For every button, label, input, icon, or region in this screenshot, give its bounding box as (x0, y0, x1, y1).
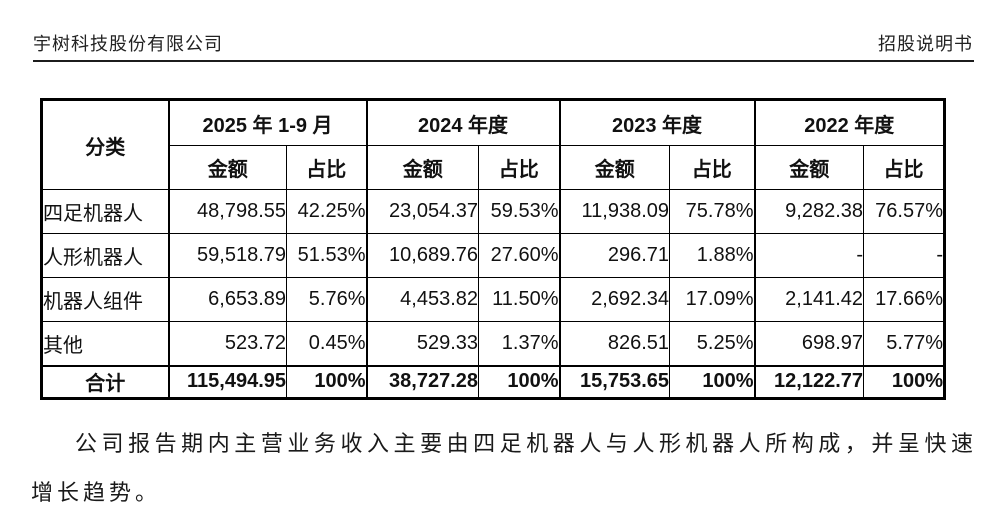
amount-header-cell: 金额 (365, 145, 480, 190)
amount-cell: 6,653.89 (167, 277, 287, 322)
ratio-cell: 17.09% (669, 277, 756, 322)
ratio-cell: 5.77% (863, 321, 946, 366)
ratio-cell: 1.37% (478, 321, 561, 366)
category-cell: 其他 (41, 321, 169, 366)
ratio-header-cell: 占比 (669, 145, 756, 190)
table-row-total: 合计 115,494.95 100% 38,727.28 100% 15,753… (41, 364, 946, 399)
table-row-quadruped: 四足机器人 48,798.55 42.25% 23,054.37 59.53% … (41, 189, 946, 234)
page-header: 宇树科技股份有限公司 招股说明书 (33, 30, 973, 56)
ratio-cell: 51.53% (285, 233, 368, 278)
ratio-cell: - (863, 233, 946, 278)
ratio-cell: 59.53% (478, 189, 561, 234)
ratio-cell: 75.78% (669, 189, 756, 234)
amount-cell: 4,453.82 (365, 277, 480, 322)
ratio-cell: 17.66% (863, 277, 946, 322)
period-header-2024: 2024 年度 (365, 99, 561, 146)
amount-cell: 2,692.34 (558, 277, 671, 322)
category-cell: 四足机器人 (41, 189, 169, 234)
ratio-header-cell: 占比 (285, 145, 368, 190)
ratio-cell: 5.25% (669, 321, 756, 366)
company-name: 宇树科技股份有限公司 (33, 34, 223, 54)
ratio-cell: 5.76% (285, 277, 368, 322)
ratio-cell: 11.50% (478, 277, 561, 322)
revenue-table: 分类 2025 年 1-9 月 2024 年度 2023 年度 2022 年度 … (40, 98, 947, 400)
ratio-header-cell: 占比 (863, 145, 946, 190)
table-header-subcolumns: 金额 占比 金额 占比 金额 占比 金额 占比 (42, 145, 946, 190)
amount-cell: 698.97 (753, 321, 865, 366)
table-header-periods: 分类 2025 年 1-9 月 2024 年度 2023 年度 2022 年度 (41, 99, 946, 190)
ratio-cell: 100% (669, 364, 756, 399)
amount-cell: 529.33 (365, 321, 480, 366)
ratio-cell: 76.57% (863, 189, 946, 234)
table-row-components: 机器人组件 6,653.89 5.76% 4,453.82 11.50% 2,6… (41, 277, 946, 322)
amount-cell: 12,122.77 (753, 364, 865, 399)
ratio-cell: 27.60% (478, 233, 561, 278)
header-divider (33, 60, 974, 62)
amount-cell: 59,518.79 (167, 233, 287, 278)
amount-cell: 15,753.65 (558, 364, 671, 399)
amount-cell: 296.71 (558, 233, 671, 278)
document-type-label: 招股说明书 (878, 34, 973, 54)
period-header-2023: 2023 年度 (558, 99, 756, 146)
amount-cell: 11,938.09 (558, 189, 671, 234)
ratio-cell: 1.88% (669, 233, 756, 278)
amount-cell: 2,141.42 (753, 277, 865, 322)
amount-cell: 10,689.76 (365, 233, 480, 278)
amount-cell: 9,282.38 (753, 189, 865, 234)
amount-cell: 115,494.95 (167, 364, 287, 399)
ratio-cell: 100% (285, 364, 368, 399)
category-cell: 人形机器人 (41, 233, 169, 278)
category-cell: 机器人组件 (41, 277, 169, 322)
revenue-table-container: 分类 2025 年 1-9 月 2024 年度 2023 年度 2022 年度 … (40, 98, 947, 400)
ratio-header-cell: 占比 (478, 145, 561, 190)
table-row-humanoid: 人形机器人 59,518.79 51.53% 10,689.76 27.60% … (41, 233, 946, 278)
amount-header-cell: 金额 (753, 145, 865, 190)
table-row-other: 其他 523.72 0.45% 529.33 1.37% 826.51 5.25… (41, 321, 946, 366)
period-header-2025: 2025 年 1-9 月 (167, 99, 368, 146)
category-header-cell: 分类 (41, 99, 169, 190)
ratio-cell: 0.45% (285, 321, 368, 366)
amount-cell: 23,054.37 (365, 189, 480, 234)
amount-header-cell: 金额 (558, 145, 671, 190)
ratio-cell: 100% (863, 364, 946, 399)
amount-cell: - (753, 233, 865, 278)
total-category-cell: 合计 (41, 364, 169, 399)
ratio-cell: 42.25% (285, 189, 368, 234)
amount-cell: 38,727.28 (365, 364, 480, 399)
ratio-cell: 100% (478, 364, 561, 399)
amount-cell: 523.72 (167, 321, 287, 366)
amount-header-cell: 金额 (167, 145, 287, 190)
body-paragraph: 公司报告期内主营业务收入主要由四足机器人与人形机器人所构成，并呈快速增长趋势。 (31, 431, 977, 505)
period-header-2022: 2022 年度 (753, 99, 946, 146)
amount-cell: 826.51 (558, 321, 671, 366)
amount-cell: 48,798.55 (167, 189, 287, 234)
